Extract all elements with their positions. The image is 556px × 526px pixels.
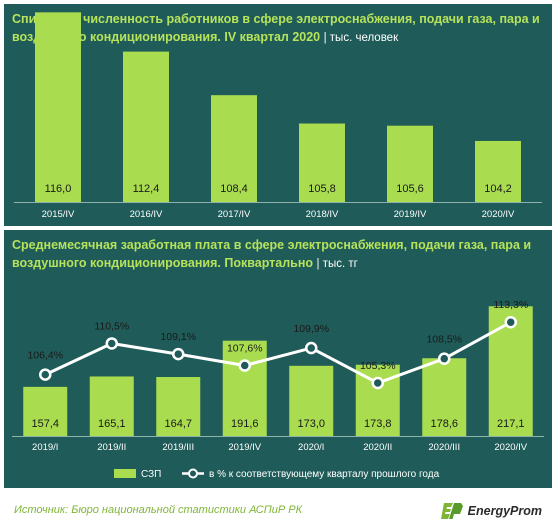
percent-point xyxy=(371,376,384,390)
salary-bar xyxy=(222,340,267,436)
salary-bar xyxy=(89,376,134,436)
salary-category-label: 2019/I xyxy=(32,442,58,453)
employees-bar xyxy=(299,123,345,202)
employees-value-label: 105,6 xyxy=(396,183,424,195)
salary-value-label: 165,1 xyxy=(98,418,126,430)
salary-category-label: 2019/II xyxy=(97,442,126,453)
salary-value-label: 173,0 xyxy=(297,418,325,430)
percent-line xyxy=(44,320,512,385)
salary-combo-chart: 157,4 2019/I 165,1 2019/II 164,7 2019/III 191,… xyxy=(12,299,544,480)
employees-bar xyxy=(475,140,521,202)
employees-value-label: 116,0 xyxy=(45,183,72,195)
employees-bar xyxy=(211,95,257,202)
footer: Источник: Бюро национальной статистики А… xyxy=(0,491,556,526)
salary-chart-title-text: Среднемесячная заработная плата в сфере … xyxy=(12,238,532,270)
percent-label: 106,4% xyxy=(27,350,63,362)
employees-category-label: 2018/IV xyxy=(306,209,339,220)
percent-label: 109,1% xyxy=(160,331,196,343)
legend-bar-label: СЗП xyxy=(141,469,161,480)
employees-category-label: 2016/IV xyxy=(130,209,163,220)
salary-category-label: 2019/IV xyxy=(228,442,261,453)
salary-value-label: 164,7 xyxy=(164,418,192,430)
percent-point xyxy=(39,368,52,381)
employees-category-label: 2015/IV xyxy=(42,209,75,220)
employees-value-label: 112,4 xyxy=(133,183,160,195)
source-note: Источник: Бюро национальной статистики А… xyxy=(14,504,303,516)
salary-category-label: 2020/IV xyxy=(494,442,527,453)
percent-label: 108,5% xyxy=(426,334,462,346)
salary-category-label: 2019/III xyxy=(162,442,194,453)
salary-value-label: 157,4 xyxy=(31,418,59,430)
energyprom-logo-text: EnergyProm xyxy=(467,504,542,518)
salary-bar xyxy=(23,386,68,436)
percent-point xyxy=(172,347,185,361)
energyprom-logo-icon xyxy=(440,503,463,519)
salary-category-label: 2020/II xyxy=(363,442,392,453)
employees-category-label: 2019/IV xyxy=(394,209,427,220)
energyprom-logo: EnergyProm xyxy=(440,499,542,523)
employees-bar xyxy=(35,12,81,203)
salary-chart-unit: | тыс. тг xyxy=(316,258,358,270)
percent-point xyxy=(504,315,517,329)
employees-chart-unit: | тыс. человек xyxy=(323,32,399,44)
employees-value-label: 105,8 xyxy=(308,183,336,195)
salary-value-label: 217,1 xyxy=(497,418,525,430)
legend-line-label: в % к соответствующему кварталу прошлого… xyxy=(209,469,440,480)
employees-category-label: 2020/IV xyxy=(482,209,515,220)
employees-chart-panel: Списочная численность работников в сфере… xyxy=(4,4,552,226)
employees-chart-title: Списочная численность работников в сфере… xyxy=(12,10,544,47)
percent-label: 105,3% xyxy=(360,360,396,372)
salary-value-label: 191,6 xyxy=(231,418,259,430)
percent-label: 109,9% xyxy=(293,323,329,335)
legend-line-marker xyxy=(188,468,198,479)
salary-value-label: 173,8 xyxy=(364,418,392,430)
employees-value-label: 104,2 xyxy=(484,183,512,195)
salary-bar xyxy=(289,365,334,436)
employees-bar xyxy=(123,51,169,202)
salary-bar xyxy=(422,358,467,436)
employees-chart-title-text: Списочная численность работников в сфере… xyxy=(12,12,540,44)
salary-value-label: 178,6 xyxy=(430,418,458,430)
percent-point xyxy=(238,359,251,372)
salary-chart-panel: Среднемесячная заработная плата в сфере … xyxy=(4,230,552,488)
percent-point xyxy=(438,352,451,365)
employees-value-label: 108,4 xyxy=(220,183,248,195)
employees-category-label: 2017/IV xyxy=(218,209,251,220)
salary-category-label: 2020/I xyxy=(298,442,324,453)
legend-bar-swatch xyxy=(114,469,136,478)
salary-bar xyxy=(156,377,201,436)
percent-label: 110,5% xyxy=(94,320,129,332)
employees-bar-chart: 116,0 2015/IV 112,4 2016/IV 108,4 2017/IV 105,… xyxy=(14,12,542,220)
salary-chart-title: Среднемесячная заработная плата в сфере … xyxy=(12,236,544,273)
percent-point xyxy=(105,337,118,350)
salary-category-label: 2020/III xyxy=(428,442,460,453)
percent-label: 113,3% xyxy=(493,299,528,311)
percent-label: 107,6% xyxy=(227,343,263,355)
employees-bar xyxy=(387,125,433,202)
percent-point xyxy=(305,341,318,355)
